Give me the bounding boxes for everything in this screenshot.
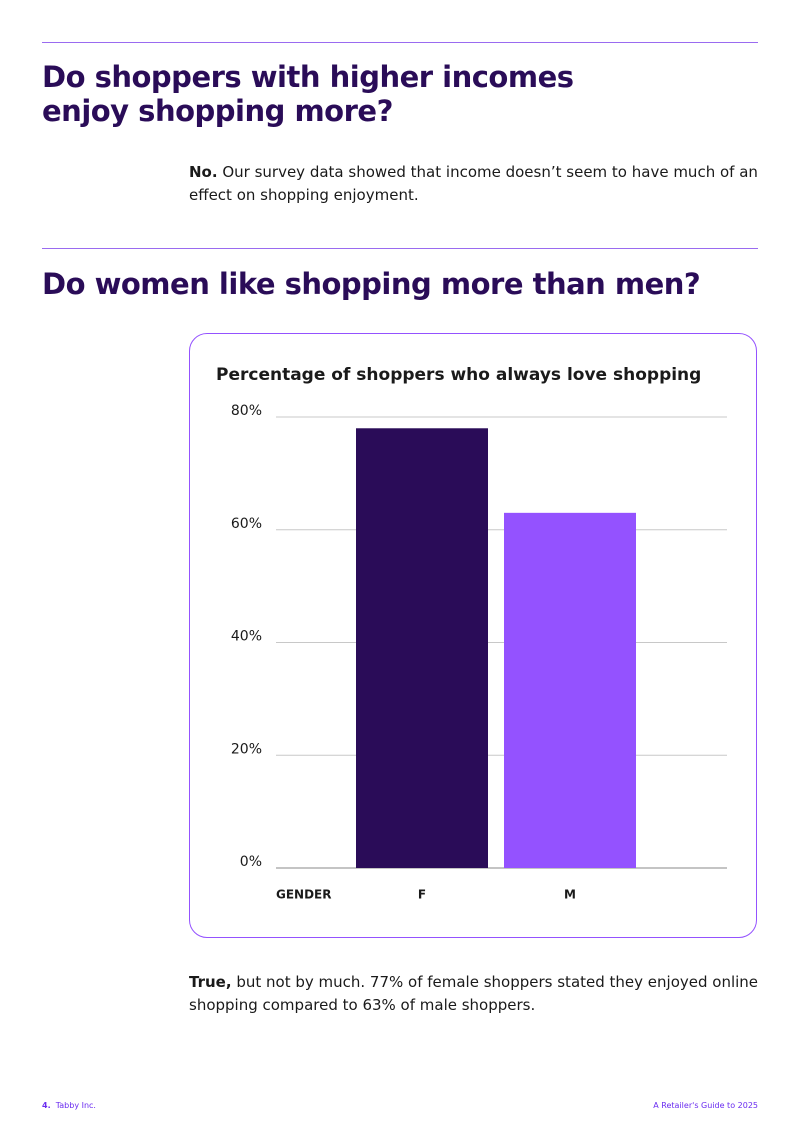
divider (42, 248, 758, 249)
footer: 4. Tabby Inc. (42, 1101, 96, 1110)
answer-lead: No. (189, 163, 218, 181)
y-tick-label: 0% (240, 854, 262, 870)
answer-lead: True, (189, 973, 232, 991)
page-number: 4. (42, 1101, 51, 1110)
title-line: Do women like shopping more than men? (42, 267, 701, 301)
title-line: enjoy shopping more? (42, 94, 393, 128)
chart-card (189, 333, 757, 938)
bar (356, 428, 488, 868)
y-tick-label: 80% (231, 403, 262, 419)
x-tick-label: M (564, 888, 576, 902)
x-tick-label: F (418, 888, 426, 902)
title-line: Do shoppers with higher incomes (42, 60, 574, 94)
y-tick-label: 40% (231, 629, 262, 645)
company: Tabby Inc. (55, 1101, 96, 1110)
bar (504, 512, 636, 868)
answer: No. Our survey data showed that income d… (189, 161, 759, 207)
publication: A Retailer's Guide to 2025 (653, 1101, 758, 1110)
answer: True, but not by much. 77% of female sho… (189, 971, 759, 1017)
y-tick-label: 60% (231, 516, 262, 532)
y-tick-label: 20% (231, 741, 262, 757)
chart-title: Percentage of shoppers who always love s… (216, 365, 701, 385)
answer-text: but not by much. 77% of female shoppers … (189, 973, 759, 1014)
section-title: Do women like shopping more than men? (42, 267, 701, 301)
divider (42, 42, 758, 43)
answer-text: Our survey data showed that income doesn… (189, 163, 758, 204)
section-title: Do shoppers with higher incomes enjoy sh… (42, 60, 574, 128)
x-axis-label: GENDER (276, 888, 332, 902)
